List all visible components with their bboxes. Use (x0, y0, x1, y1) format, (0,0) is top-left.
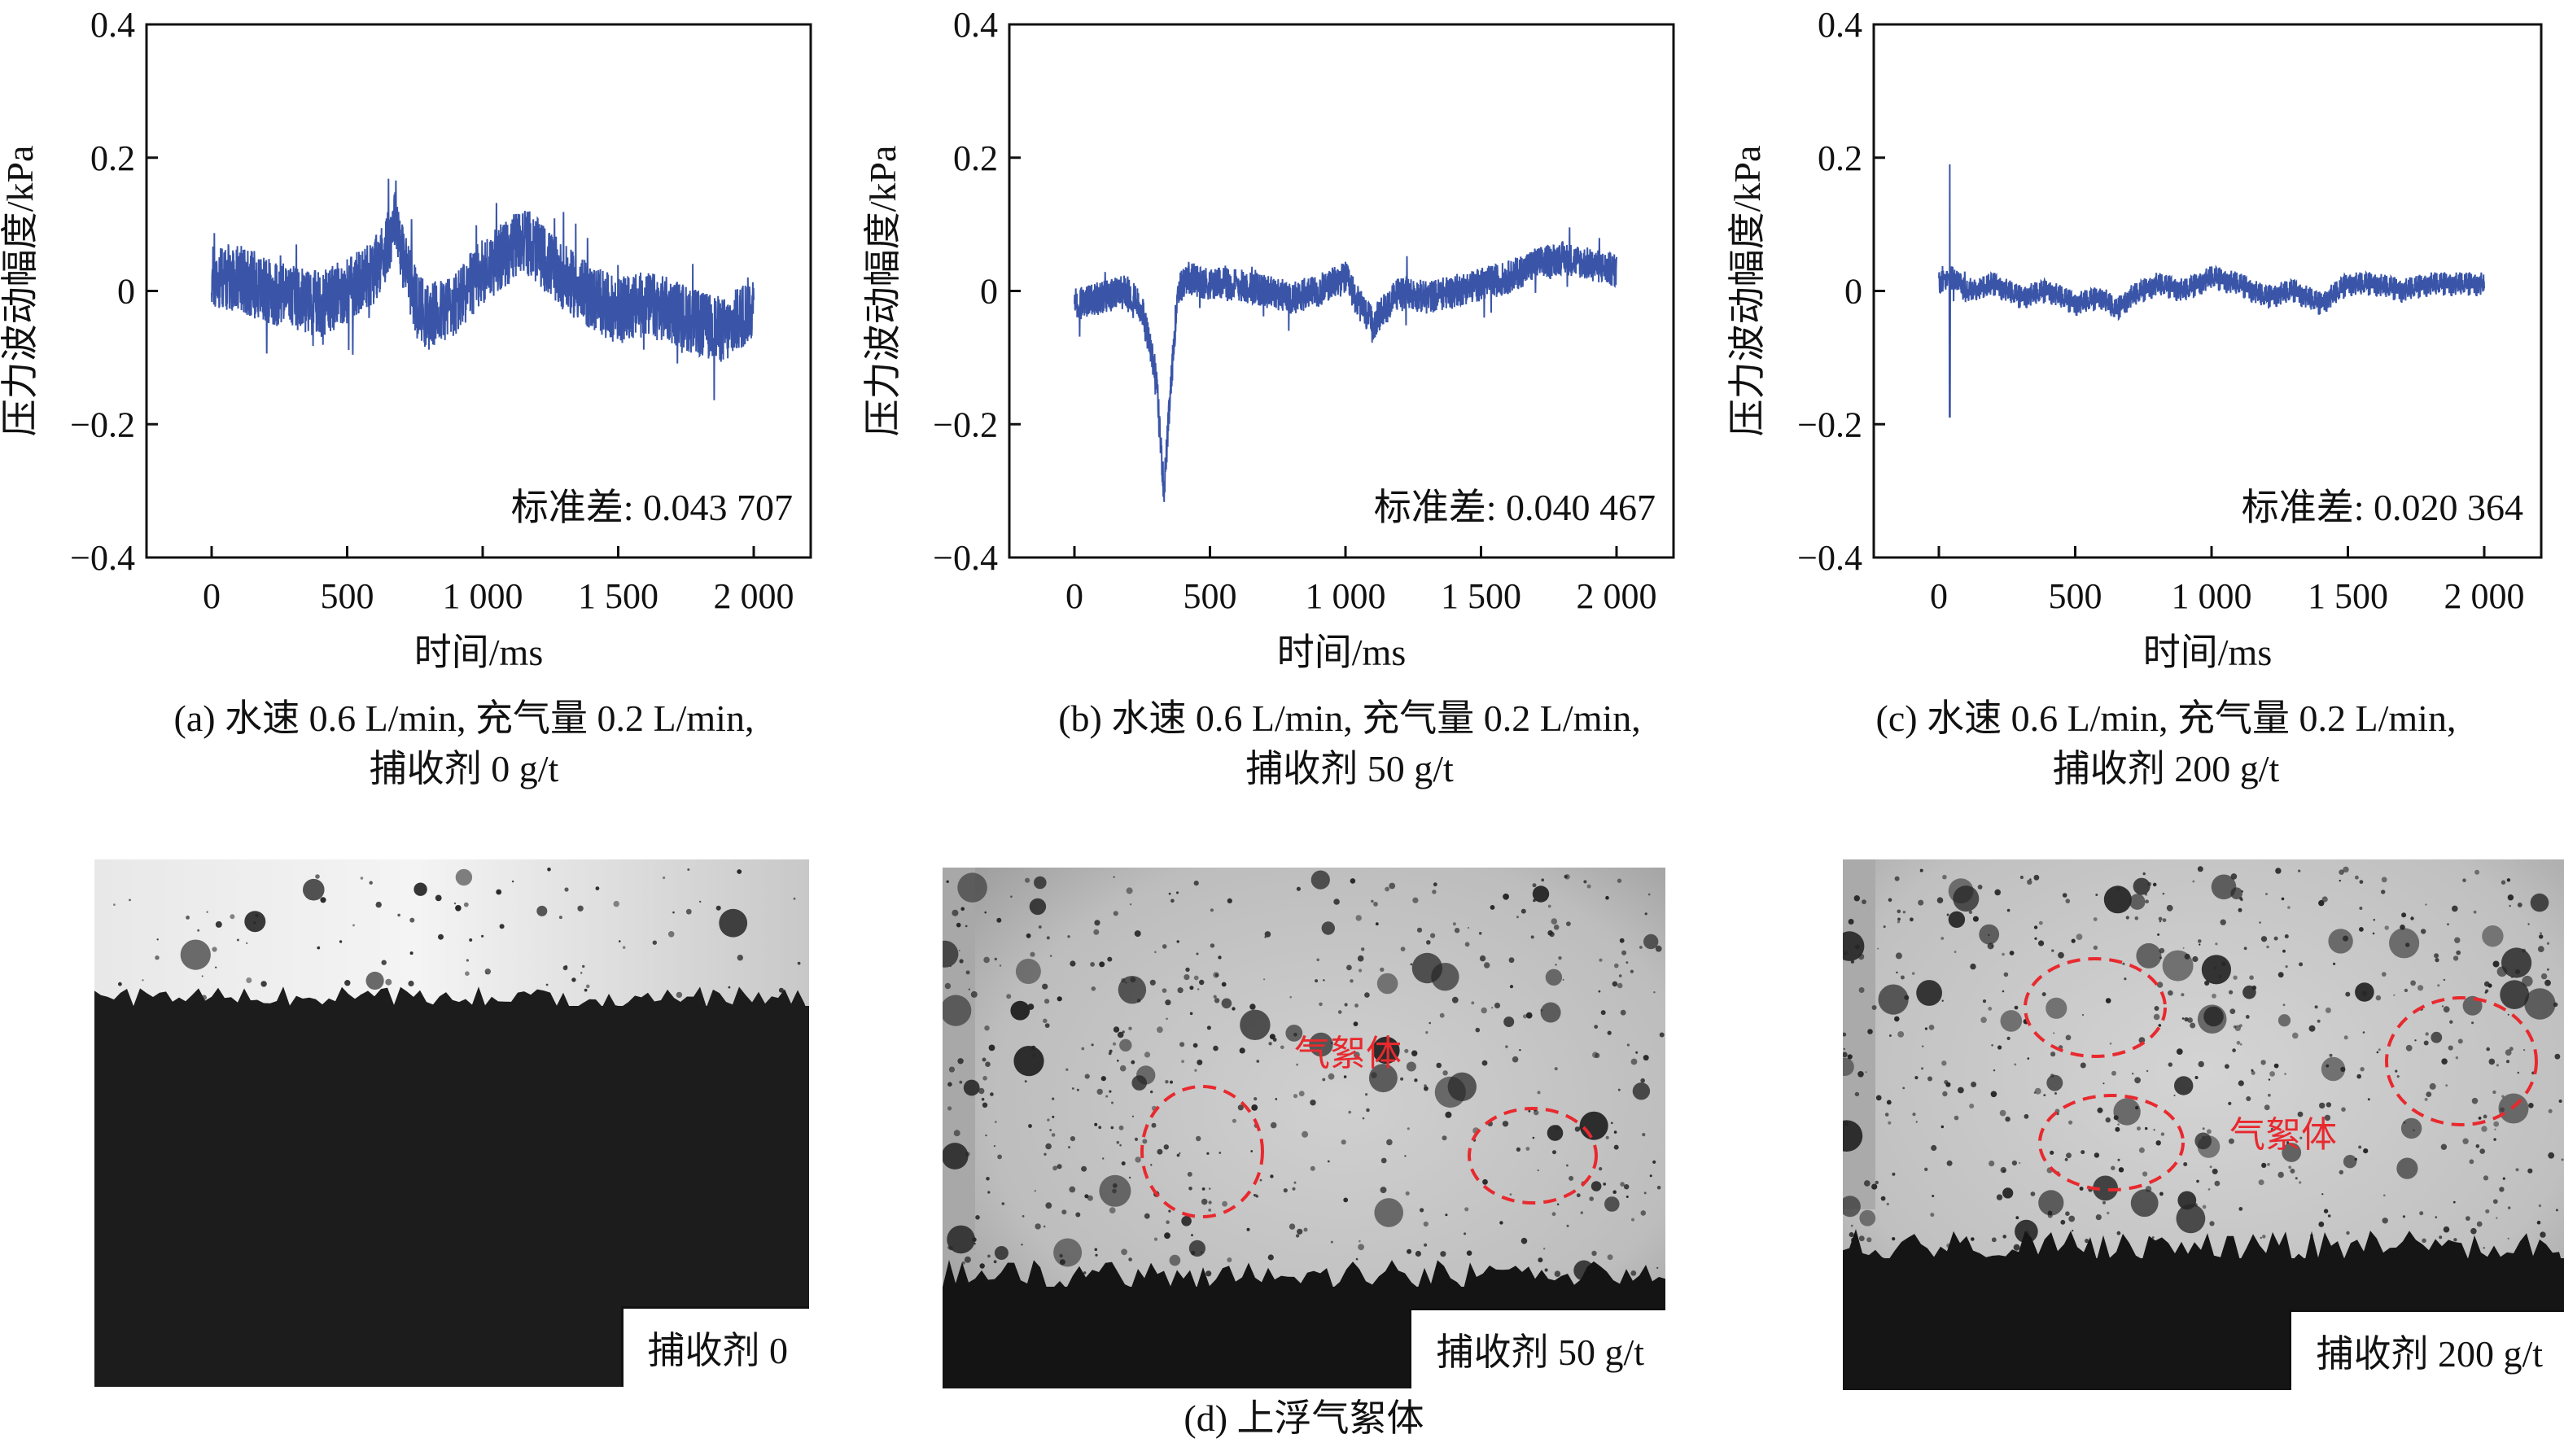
chart-panel-c: 0.4 0.2 0 −0.2 −0.4 0 500 1 000 1 500 2 000 时间/ms 压… (1726, 5, 2543, 673)
x-tick-label: 2 000 (1577, 576, 1657, 616)
floc-circle-1 (1140, 1085, 1264, 1218)
x-axis-label: 时间/ms (2143, 632, 2272, 673)
floc-label-b: 气絮体 (1294, 1033, 1402, 1074)
photo-collector-200: 气絮体 捕收剂 200 g/t (1843, 859, 2564, 1390)
y-tick-label: −0.4 (1797, 538, 1862, 578)
x-tick-label: 1 000 (1306, 576, 1386, 616)
caption-b-line2: 捕收剂 50 g/t (1245, 748, 1454, 789)
y-tick-label: −0.2 (70, 404, 135, 444)
x-tick-label: 1 000 (2172, 576, 2252, 616)
floc-circle-2 (1468, 1107, 1598, 1205)
chart-panel-a: 0.4 0.2 0 −0.2 −0.4 0 500 1 000 1 500 2 000 时间/ms 压… (0, 5, 812, 673)
photo-collector-0-label: 捕收剂 0 (620, 1306, 809, 1387)
caption-b-line1: (b) 水速 0.6 L/min, 充气量 0.2 L/min, (1058, 697, 1641, 739)
x-tick-label: 0 (203, 576, 221, 616)
x-tick-label: 1 000 (443, 576, 523, 616)
y-tick-label: 0.2 (1818, 138, 1862, 178)
caption-a: (a) 水速 0.6 L/min, 充气量 0.2 L/min, 捕收剂 0 g… (81, 693, 847, 794)
y-tick-label: −0.2 (1797, 404, 1862, 444)
y-tick-label: −0.2 (933, 404, 998, 444)
y-tick-label: 0.4 (953, 5, 998, 45)
photo-collector-50-label: 捕收剂 50 g/t (1409, 1308, 1665, 1388)
std-annotation: 标准差: 0.020 364 (2242, 487, 2523, 528)
x-tick-label: 500 (321, 576, 374, 616)
std-annotation: 标准差: 0.040 467 (1374, 487, 1656, 528)
x-tick-label: 2 000 (714, 576, 794, 616)
y-tick-label: 0 (1844, 272, 1862, 312)
x-tick-label: 0 (1930, 576, 1948, 616)
series-line (1938, 164, 2485, 418)
x-tick-label: 0 (1065, 576, 1083, 616)
x-tick-label: 1 500 (578, 576, 659, 616)
y-tick-label: 0.4 (90, 5, 135, 45)
y-tick-label: 0.4 (1818, 5, 1862, 45)
y-axis-label: 压力波动幅度/kPa (1726, 146, 1768, 437)
caption-d: (d) 上浮气絮体 (1184, 1397, 1424, 1439)
caption-c: (c) 水速 0.6 L/min, 充气量 0.2 L/min, 捕收剂 200… (1771, 693, 2561, 794)
y-axis-label: 压力波动幅度/kPa (862, 146, 904, 437)
y-axis-label: 压力波动幅度/kPa (0, 146, 41, 437)
x-axis-label: 时间/ms (1277, 632, 1406, 673)
caption-a-line2: 捕收剂 0 g/t (369, 748, 559, 789)
std-annotation: 标准差: 0.043 707 (511, 487, 793, 528)
floc-circle-4 (2038, 1094, 2185, 1191)
x-tick-label: 1 500 (1441, 576, 1521, 616)
x-axis-label: 时间/ms (414, 632, 543, 673)
y-tick-label: −0.4 (70, 538, 135, 578)
y-tick-label: 0.2 (90, 138, 135, 178)
photo-collector-50: 气絮体 捕收剂 50 g/t (943, 868, 1665, 1388)
x-tick-label: 500 (1184, 576, 1237, 616)
x-tick-label: 2 000 (2444, 576, 2525, 616)
photo-collector-200-label: 捕收剂 200 g/t (2289, 1310, 2564, 1390)
y-tick-label: 0 (117, 272, 135, 312)
series-line (1074, 227, 1617, 502)
photo-collector-0: 捕收剂 0 (94, 859, 809, 1387)
caption-c-line2: 捕收剂 200 g/t (2052, 748, 2280, 789)
chart-panel-b: 0.4 0.2 0 −0.2 −0.4 0 500 1 000 1 500 2 000 时间/ms 压… (862, 5, 1675, 673)
y-tick-label: −0.4 (933, 538, 998, 578)
x-tick-label: 500 (2049, 576, 2102, 616)
y-tick-label: 0.2 (953, 138, 998, 178)
caption-c-line1: (c) 水速 0.6 L/min, 充气量 0.2 L/min, (1875, 697, 2457, 739)
floc-label-c: 气絮体 (2229, 1114, 2337, 1156)
floc-circle-3 (2024, 957, 2167, 1058)
caption-a-line1: (a) 水速 0.6 L/min, 充气量 0.2 L/min, (173, 697, 755, 739)
photo-collector-0-image (94, 859, 809, 1387)
caption-b: (b) 水速 0.6 L/min, 充气量 0.2 L/min, 捕收剂 50 … (910, 693, 1789, 794)
x-tick-label: 1 500 (2308, 576, 2388, 616)
floc-circle-5 (2385, 996, 2538, 1126)
series-line (211, 178, 755, 400)
y-tick-label: 0 (980, 272, 998, 312)
